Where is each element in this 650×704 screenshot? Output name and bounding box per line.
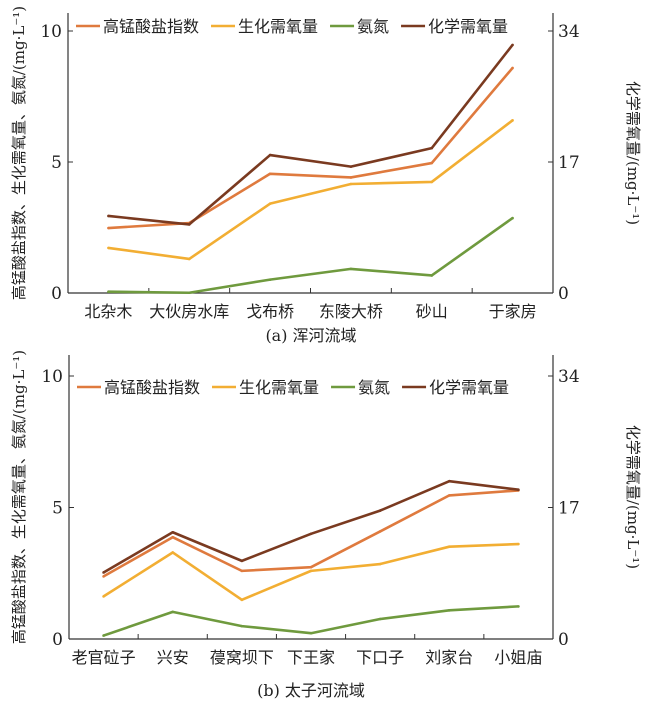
x-tick-label: 戈布桥 [246, 302, 294, 321]
data-point-permanganate [107, 226, 110, 230]
data-point-cod [268, 153, 272, 157]
y2-tick-label: 0 [558, 284, 569, 304]
x-tick-label: 下王家 [287, 648, 335, 667]
data-point-permanganate [511, 66, 514, 70]
series-line-cod [108, 44, 514, 226]
x-tick-label: 砂山 [416, 302, 448, 321]
x-tick-label: 小姐庙 [494, 648, 542, 667]
data-point-ammonia [171, 610, 175, 614]
data-point-cod [240, 559, 244, 563]
y2-axis-label: 化学需氧量/(mg·L⁻¹) [624, 81, 642, 225]
legend-label: 生化需氧量 [238, 17, 318, 36]
data-point-permanganate [102, 575, 105, 578]
series-line-permanganate [108, 67, 514, 230]
data-point-permanganate [309, 565, 313, 569]
data-point-permanganate [378, 530, 382, 533]
data-point-permanganate [240, 569, 244, 573]
y-axis-label: 高锰酸盐指数、生化需氧量、氨氮/(mg·L⁻¹) [10, 350, 28, 644]
data-point-cod [447, 479, 451, 483]
chart-title: (a) 浑河流域 [265, 326, 356, 345]
x-tick-label: 刘家台 [425, 648, 473, 667]
y2-tick-label: 0 [558, 630, 569, 650]
data-point-ammonia [430, 274, 434, 277]
data-point-bod [447, 545, 451, 548]
data-point-bod [378, 562, 382, 566]
chart-panel-1: 0 5 10 0 17 34 老官砬子 兴安 葠窝坝下 下王家 下口子 刘家台 小姐庙 (b) 太子河流域… [10, 350, 642, 700]
chart-panel-0: 0 5 10 0 17 34 北杂木 大伙房水库 戈布桥 东陵大桥 砂山 于家房 (a) 浑河流域 高锰酸… [10, 6, 642, 345]
data-point-bod [171, 551, 175, 554]
data-point-cod [187, 223, 191, 226]
data-point-bod [349, 182, 353, 186]
data-point-ammonia [349, 267, 353, 271]
data-point-permanganate [430, 161, 434, 165]
series-line-ammonia [103, 605, 519, 637]
data-point-ammonia [447, 609, 451, 612]
data-point-permanganate [171, 535, 175, 539]
data-point-ammonia [107, 290, 110, 293]
y-axis-label: 高锰酸盐指数、生化需氧量、氨氮/(mg·L⁻¹) [10, 6, 28, 300]
y2-axis-label: 化学需氧量/(mg·L⁻¹) [624, 425, 642, 569]
data-point-bod [107, 246, 110, 250]
legend-label: 高锰酸盐指数 [103, 17, 199, 36]
y-tick-label: 5 [51, 153, 62, 173]
data-point-ammonia [517, 605, 520, 608]
data-point-ammonia [511, 216, 514, 220]
data-point-ammonia [187, 291, 191, 295]
x-tick-label: 东陵大桥 [319, 302, 383, 321]
data-point-cod [430, 146, 434, 150]
data-point-bod [268, 202, 272, 205]
data-point-permanganate [349, 176, 353, 179]
x-tick-label: 大伙房水库 [149, 302, 229, 321]
data-point-permanganate [268, 172, 272, 176]
y2-tick-label: 34 [558, 22, 580, 42]
data-point-bod [240, 598, 244, 602]
chart-title: (b) 太子河流域 [257, 681, 365, 700]
series-line-bod [108, 119, 514, 261]
y-tick-label: 10 [41, 367, 63, 387]
data-point-bod [102, 595, 105, 598]
data-point-cod [102, 571, 105, 574]
data-point-ammonia [268, 278, 272, 281]
y2-tick-label: 17 [558, 499, 580, 519]
data-point-ammonia [240, 624, 244, 628]
y-tick-label: 0 [51, 284, 62, 304]
legend-label: 生化需氧量 [239, 378, 319, 397]
y2-tick-label: 34 [558, 367, 580, 387]
data-point-bod [187, 257, 191, 261]
data-point-ammonia [102, 634, 105, 637]
data-point-cod [309, 532, 313, 536]
data-point-ammonia [309, 631, 313, 635]
data-point-bod [430, 180, 434, 184]
x-tick-label: 葠窝坝下 [210, 648, 274, 667]
data-point-cod [349, 165, 353, 168]
legend-label: 化学需氧量 [428, 17, 508, 36]
data-point-cod [107, 214, 110, 218]
y-tick-label: 10 [40, 22, 62, 42]
y-tick-label: 0 [52, 630, 63, 650]
series-line-ammonia [108, 217, 514, 295]
legend-label: 氨氮 [358, 378, 390, 397]
y2-tick-label: 17 [558, 153, 580, 173]
data-point-ammonia [378, 617, 382, 621]
y-tick-label: 5 [52, 499, 63, 519]
legend-label: 氨氮 [357, 17, 389, 36]
data-point-cod [517, 488, 520, 492]
x-tick-label: 下口子 [356, 648, 404, 667]
x-tick-label: 于家房 [489, 302, 537, 321]
x-tick-label: 北杂木 [84, 302, 132, 321]
x-tick-label: 兴安 [157, 648, 189, 667]
data-point-cod [511, 43, 514, 47]
legend-label: 高锰酸盐指数 [104, 378, 200, 397]
legend-label: 化学需氧量 [429, 378, 509, 397]
data-point-cod [378, 509, 382, 512]
data-point-bod [517, 542, 520, 546]
data-point-bod [309, 569, 313, 573]
data-point-cod [171, 530, 175, 534]
data-point-bod [511, 119, 514, 122]
data-point-permanganate [447, 494, 451, 497]
x-tick-label: 老官砬子 [72, 648, 136, 667]
